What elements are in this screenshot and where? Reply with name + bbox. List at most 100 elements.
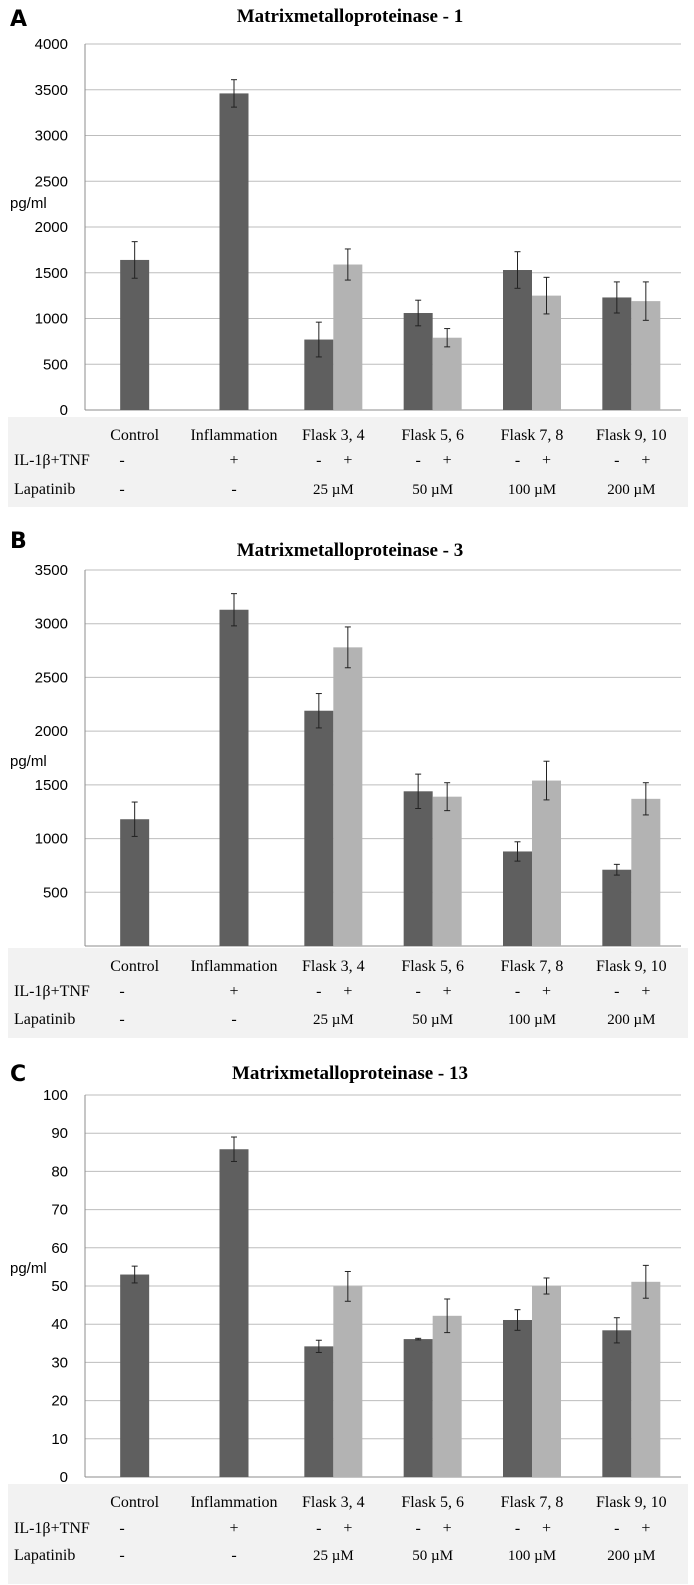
lapatinib-dose: 200 µM: [607, 1012, 655, 1028]
lapatinib-dose: 50 µM: [412, 1012, 453, 1028]
y-tick-label: 4000: [35, 36, 68, 53]
bar-dark: [503, 851, 532, 946]
panel-label: C: [10, 1062, 26, 1087]
bar-dark: [403, 313, 433, 410]
x-category-label: Flask 9, 10: [596, 958, 667, 975]
il1b-tnf-sign: -: [416, 983, 421, 1000]
il1b-tnf-sign: +: [229, 1520, 238, 1537]
y-tick-label: 2500: [35, 173, 68, 190]
bar-dark: [503, 270, 532, 410]
y-tick-label: 2000: [35, 723, 68, 740]
bar-dark: [219, 609, 249, 946]
condition-table-bg: [8, 417, 688, 507]
bar-dark: [403, 1339, 433, 1477]
lapatinib-dose: 25 µM: [313, 1012, 354, 1028]
panel-label: A: [10, 7, 27, 32]
bar-dark: [304, 710, 334, 946]
il1b-tnf-sign: +: [542, 983, 551, 1000]
y-tick-label: 50: [51, 1278, 68, 1295]
bar-dark: [120, 1274, 150, 1477]
lapatinib-dose: 100 µM: [508, 482, 556, 498]
il1b-tnf-sign: -: [316, 452, 321, 469]
row-label-lapatinib: Lapatinib: [14, 1547, 75, 1564]
bar-dark: [120, 819, 150, 946]
y-tick-label: 20: [51, 1393, 68, 1410]
chart-title: Matrixmetalloproteinase - 13: [232, 1063, 468, 1084]
lapatinib-dose: -: [231, 1547, 236, 1564]
panel-b-chart: B Matrixmetalloproteinase - 3 500 1000 1500 2…: [0, 528, 694, 1043]
il1b-tnf-sign: +: [641, 1520, 650, 1537]
lapatinib-dose: 200 µM: [607, 482, 655, 498]
row-label-il1b-tnf: IL-1β+TNF: [14, 1520, 90, 1537]
y-tick-label: 90: [51, 1125, 68, 1142]
il1b-tnf-sign: +: [542, 1520, 551, 1537]
y-tick-label: 100: [43, 1087, 68, 1104]
y-tick-label: 2500: [35, 669, 68, 686]
lapatinib-dose: -: [119, 1547, 124, 1564]
il1b-tnf-sign: -: [515, 983, 520, 1000]
x-category-label: Flask 5, 6: [401, 958, 464, 975]
x-category-label: Inflammation: [190, 1494, 277, 1511]
il1b-tnf-sign: +: [443, 452, 452, 469]
y-tick-label: 0: [60, 402, 68, 419]
lapatinib-dose: -: [119, 1011, 124, 1028]
x-category-label: Flask 3, 4: [302, 427, 365, 444]
bar-light: [532, 295, 561, 410]
il1b-tnf-sign: -: [316, 1520, 321, 1537]
lapatinib-dose: -: [231, 1011, 236, 1028]
il1b-tnf-sign: +: [343, 452, 352, 469]
bar-dark: [602, 1330, 632, 1477]
bar-dark: [120, 259, 150, 410]
row-label-lapatinib: Lapatinib: [14, 1011, 75, 1028]
bar-light: [432, 1315, 462, 1477]
il1b-tnf-sign: -: [119, 1520, 124, 1537]
y-axis-label: pg/ml: [10, 753, 47, 770]
y-tick-label: 2000: [35, 219, 68, 236]
y-tick-label: 500: [43, 356, 68, 373]
mmp13-chart-svg: C Matrixmetalloproteinase - 13 0 10 20 30 40 50…: [8, 1062, 688, 1584]
bar-dark: [602, 297, 632, 410]
y-tick-label: 80: [51, 1163, 68, 1180]
bar-light: [532, 1286, 561, 1477]
il1b-tnf-sign: -: [416, 1520, 421, 1537]
x-category-label: Flask 7, 8: [501, 1494, 564, 1511]
bar-light: [333, 647, 363, 946]
bar-light: [432, 337, 462, 410]
bar-light: [333, 1286, 363, 1477]
il1b-tnf-sign: +: [641, 983, 650, 1000]
lapatinib-dose: 50 µM: [412, 1548, 453, 1564]
y-tick-label: 70: [51, 1202, 68, 1219]
x-category-label: Inflammation: [190, 427, 277, 444]
x-category-label: Inflammation: [190, 958, 277, 975]
il1b-tnf-sign: -: [119, 452, 124, 469]
lapatinib-dose: -: [119, 481, 124, 498]
x-category-label: Flask 5, 6: [401, 427, 464, 444]
panel-c-chart: C Matrixmetalloproteinase - 13 0 10 20 30 40 50…: [0, 1057, 694, 1585]
il1b-tnf-sign: +: [229, 983, 238, 1000]
panel-label: B: [10, 529, 27, 554]
chart-title: Matrixmetalloproteinase - 1: [237, 6, 464, 27]
bar-light: [432, 796, 462, 946]
lapatinib-dose: -: [231, 481, 236, 498]
x-category-label: Flask 7, 8: [501, 427, 564, 444]
bar-light: [333, 264, 363, 410]
y-axis-label: pg/ml: [10, 195, 47, 212]
x-category-label: Flask 9, 10: [596, 427, 667, 444]
il1b-tnf-sign: -: [416, 452, 421, 469]
il1b-tnf-sign: +: [443, 983, 452, 1000]
y-tick-label: 3000: [35, 616, 68, 633]
il1b-tnf-sign: +: [343, 983, 352, 1000]
row-label-lapatinib: Lapatinib: [14, 481, 75, 498]
bar-light: [532, 780, 561, 946]
y-tick-label: 0: [60, 1469, 68, 1486]
x-category-label: Flask 3, 4: [302, 1494, 365, 1511]
chart-title: Matrixmetalloproteinase - 3: [237, 540, 464, 561]
il1b-tnf-sign: +: [542, 452, 551, 469]
il1b-tnf-sign: +: [343, 1520, 352, 1537]
y-tick-label: 60: [51, 1240, 68, 1257]
il1b-tnf-sign: -: [614, 1520, 619, 1537]
mmp1-chart-svg: A Matrixmetalloproteinase - 1 0 500 1000 1500…: [8, 6, 688, 507]
lapatinib-dose: 100 µM: [508, 1548, 556, 1564]
lapatinib-dose: 100 µM: [508, 1012, 556, 1028]
x-category-label: Flask 7, 8: [501, 958, 564, 975]
